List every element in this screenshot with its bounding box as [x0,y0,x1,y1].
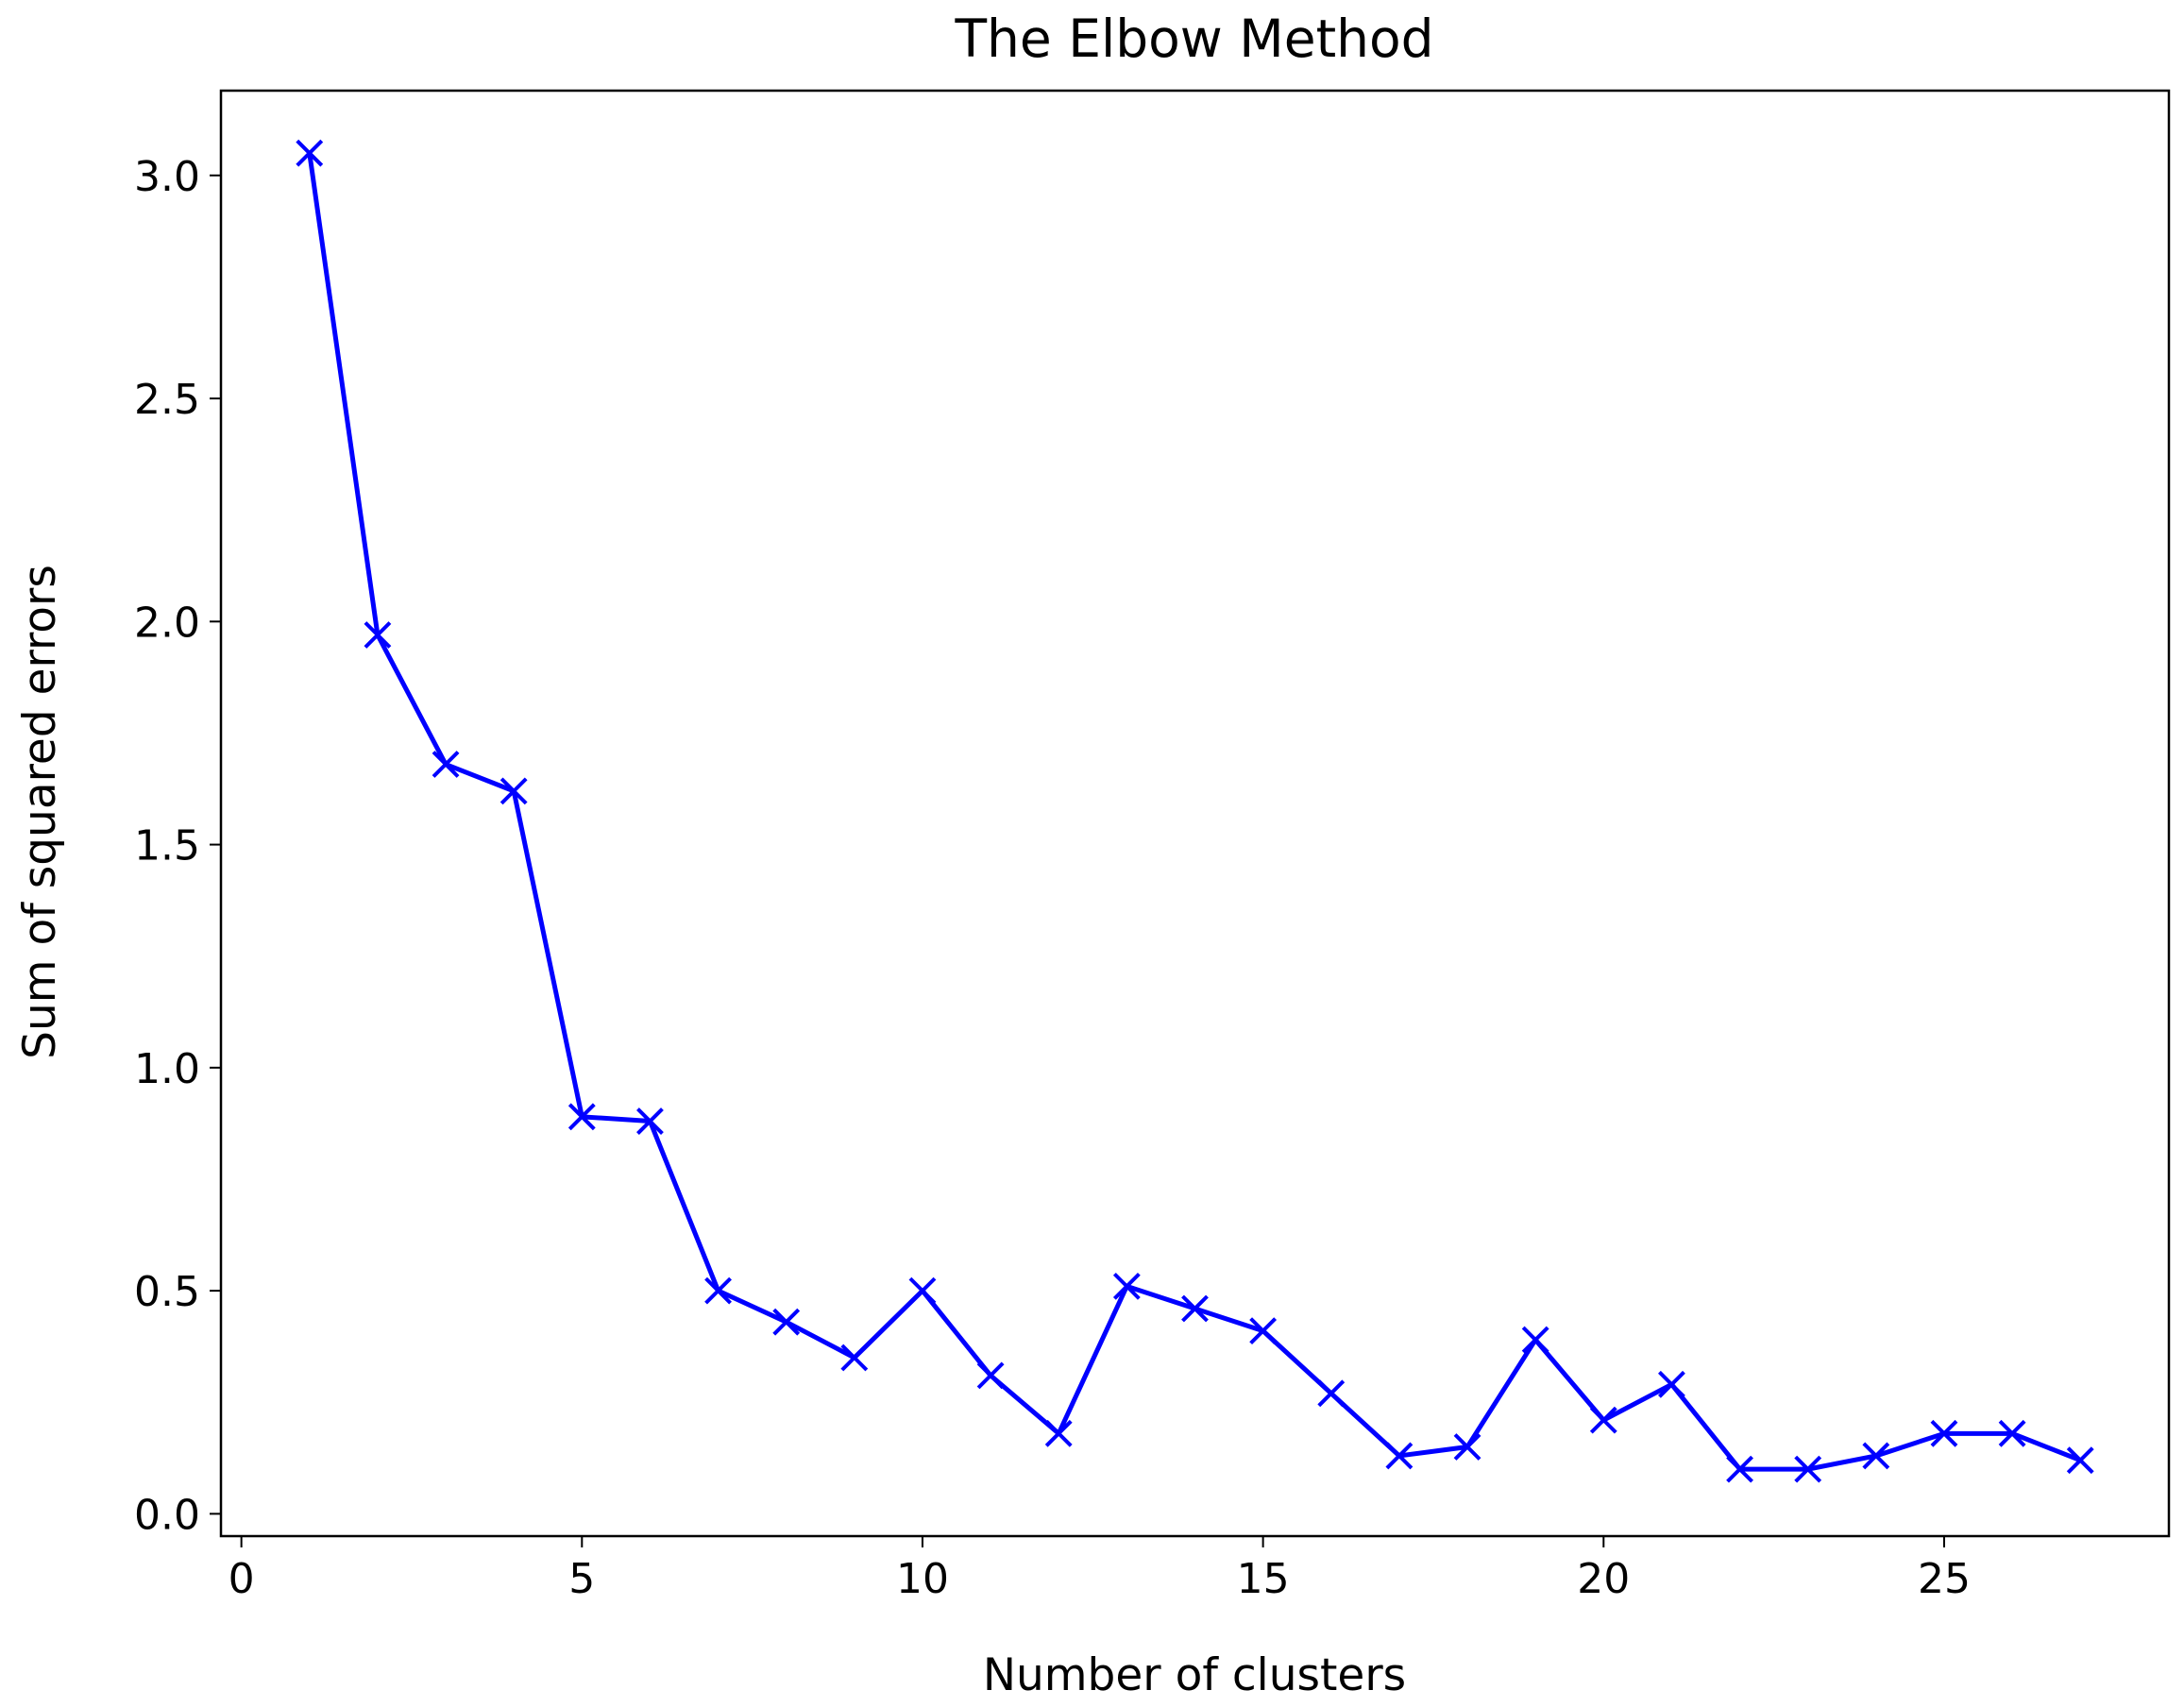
marker [499,777,528,805]
marker [636,1107,664,1135]
marker [704,1276,732,1305]
marker [976,1361,1005,1390]
y-tick-label: 3.0 [134,153,200,201]
x-tick-label: 0 [229,1555,255,1603]
marker [1249,1317,1278,1345]
marker [908,1276,937,1305]
marker [1589,1406,1617,1434]
y-tick-label: 2.5 [134,376,200,424]
chart-title: The Elbow Method [954,8,1433,69]
y-tick-label: 2.0 [134,599,200,647]
marker [1658,1370,1685,1398]
marker [1317,1379,1346,1408]
marker [2066,1446,2094,1475]
marker [1862,1442,1890,1470]
plot-frame [219,89,2171,1538]
marker [567,1103,596,1131]
y-tick-label: 1.0 [134,1045,200,1093]
marker [1181,1294,1209,1323]
marker [840,1344,869,1372]
x-tick-label: 5 [568,1555,595,1603]
marker [296,139,324,167]
y-tick-label: 0.0 [134,1491,200,1539]
marker [1385,1442,1414,1470]
marker [432,751,460,778]
x-tick-label: 20 [1577,1555,1630,1603]
marker [1726,1455,1753,1483]
y-tick-label: 0.5 [134,1268,200,1316]
marker [1521,1326,1549,1354]
marker [1794,1455,1822,1483]
marker [1998,1419,2026,1447]
x-tick-label: 25 [1918,1555,1971,1603]
marker [772,1308,801,1336]
x-tick-label: 10 [896,1555,949,1603]
x-axis-label: Number of clusters [983,1649,1406,1701]
marker [1112,1272,1141,1300]
x-tick-label: 15 [1237,1555,1290,1603]
marker [1453,1433,1481,1461]
marker [364,621,392,649]
y-axis-label: Sum of squared errors [14,565,66,1059]
y-tick-label: 1.5 [134,822,200,870]
marker [1044,1419,1073,1447]
marker [1930,1419,1958,1447]
